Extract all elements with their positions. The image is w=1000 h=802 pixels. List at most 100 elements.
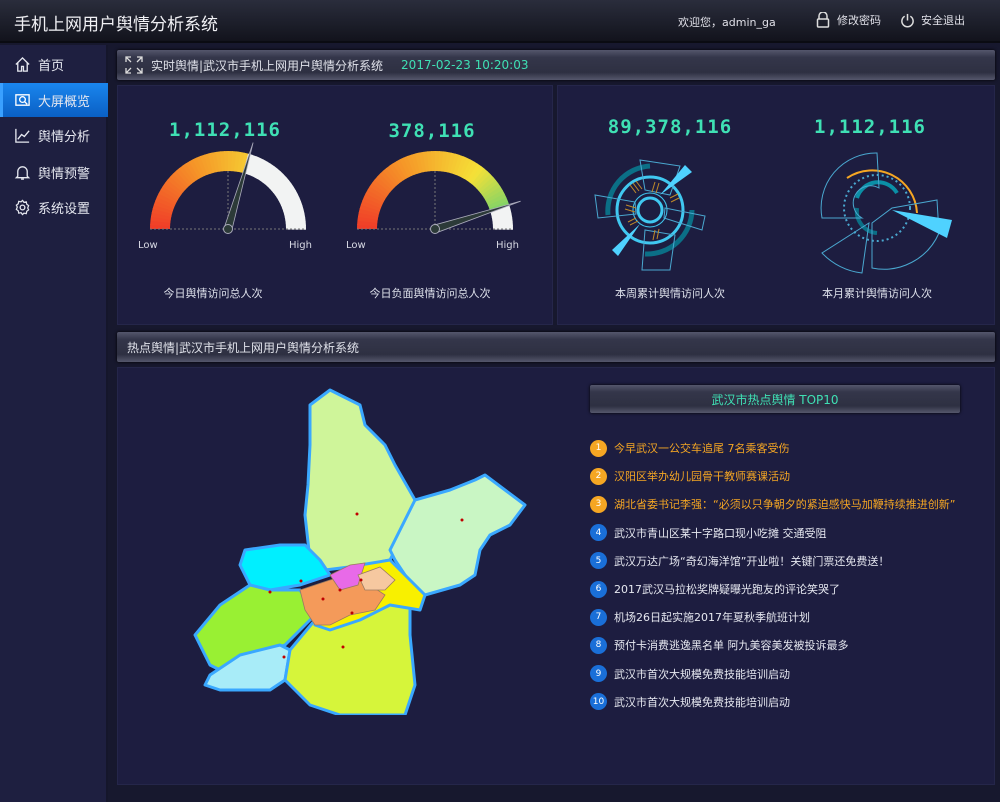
gauge-arc-segment [410,153,421,174]
gauge-arc-segment [357,212,379,220]
gauge-arc-segment [155,196,176,209]
news-item[interactable]: 8 预付卡消费逃逸黑名单 阿九美容美发被投诉最多 [590,635,849,655]
gauge-arc-segment [414,152,424,173]
gauge-arc-segment [485,190,505,204]
radial-panel [557,85,995,325]
radial-caption: 本月累计舆情访问人次 [822,287,932,300]
gauge-arc-segment [167,176,186,193]
gauge-arc-segment [441,151,448,172]
gauge-high-label: High [496,240,519,251]
gauge-arc-segment [240,152,249,174]
news-item[interactable]: 4 武汉市青山区某十字路口现小吃摊 交通受阻 [590,523,827,543]
news-item[interactable]: 6 2017武汉马拉松奖牌疑曝光跑友的评论笑哭了 [590,579,840,599]
screen-icon [15,93,30,106]
gauge-arc-segment [469,165,485,185]
gauge-arc-segment [438,151,444,172]
sidebar-item-settings[interactable]: 系统设置 [0,190,108,224]
gauge-arc-segment [192,157,205,178]
hotspot-title: 热点舆情|武汉市手机上网用户舆情分析系统 [127,340,360,355]
gauge-arc-segment [452,154,464,176]
news-title: 武汉万达广场“奇幻海洋馆”开业啦！关键门票还免费送！ [614,554,890,568]
sidebar-item-label: 系统设置 [38,201,91,217]
gauge-arc-segment [150,212,172,220]
news-title: 汉阳区举办幼儿园骨干教师赛课活动 [614,470,790,484]
gauge-arc-segment [491,208,512,218]
gauge-arc-segment [407,154,418,175]
change-password-button[interactable]: 修改密码 [816,12,881,28]
sidebar-item-home[interactable]: 首页 [0,47,108,81]
gauge-arc-segment [150,220,171,226]
gauge-arc-segment [461,159,475,180]
gauge-arc-segment [490,204,511,215]
news-item[interactable]: 2 汉阳区举办幼儿园骨干教师赛课活动 [590,466,790,486]
gauge-today-total [150,142,306,234]
news-title: 机场26日起实施2017年夏秋季航班计划 [614,611,810,625]
gauge-arc-segment [276,186,296,201]
news-item[interactable]: 3 湖北省委书记李强：“必须以只争朝夕的紧迫感快马加鞭持续推进创新” [590,494,955,514]
gauge-arc-segment [231,151,237,172]
gauge-arc-segment [264,168,281,187]
gauge-arc-segment [279,193,300,206]
realtime-section-header: 实时舆情|武汉市手机上网用户舆情分析系统 2017-02-23 10:20:03 [117,50,995,80]
gauge-arc-segment [153,200,175,212]
gauge-arc-segment [455,156,468,177]
sidebar-item-overview[interactable]: 大屏概览 [0,83,108,117]
news-item[interactable]: 7 机场26日起实施2017年夏秋季航班计划 [590,607,810,627]
sidebar-item-label: 舆情分析 [38,129,91,145]
gauge-arc-segment [189,159,203,179]
gauge-needle-hub [430,224,440,234]
gauge-arc-segment [492,220,513,227]
gauge-arc-segment [211,151,220,173]
gauge-arc-segment [164,179,184,195]
sidebar-item-label: 舆情预警 [38,166,91,182]
logout-button[interactable]: 安全退出 [900,12,965,28]
gauge-panel [117,85,553,325]
gauge-arc-segment [379,170,397,188]
gauge-arc-segment [245,154,257,176]
gauge-arc-segment [152,204,174,214]
gauge-caption: 今日舆情访问总人次 [163,287,263,300]
gauge-arc-segment [359,204,381,214]
gauge-arc-segment [269,173,287,191]
news-title: 武汉市青山区某十字路口现小吃摊 交通受阻 [614,526,827,540]
gauge-arc-segment [471,168,488,187]
gauge-arc-segment [374,176,393,193]
gauge-arc-segment [418,151,427,173]
gauge-arc-segment [367,185,387,200]
sidebar-item-analysis[interactable]: 舆情分析 [0,118,108,152]
gauge-value: 378,116 [388,120,476,142]
gauge-arc-segment [284,212,306,221]
news-title: 2017武汉马拉松奖牌疑曝光跑友的评论笑哭了 [614,583,840,596]
radial-value: 89,378,116 [607,116,733,138]
gauge-arc-segment [178,165,195,184]
fullscreen-icon[interactable] [125,56,143,74]
gauge-arc-segment [182,163,197,183]
gauge-arc-segment [371,179,391,195]
gauge-arc-segment [385,165,402,184]
gauge-arc-segment [172,170,190,188]
news-item[interactable]: 10 武汉市首次大规模免费技能培训启动 [590,692,790,712]
gauge-low-label: Low [346,240,366,251]
gauge-arc-segment [447,152,456,174]
news-item[interactable]: 1 今早武汉一公交车追尾 7名乘客受伤 [590,438,790,458]
gauge-arc-segment [278,190,298,204]
gauge-arc-segment [223,151,229,172]
news-item[interactable]: 5 武汉万达广场“奇幻海洋馆”开业啦！关键门票还免费送！ [590,551,889,571]
gear-icon [15,198,30,216]
gauge-arc-segment [158,189,179,203]
gauge-arc-segment [377,173,395,191]
sidebar: 首页 大屏概览 舆情分析 舆情预警 系统设置 [0,45,108,802]
gauge-low-label: Low [138,240,158,251]
wuhan-district-map[interactable] [190,385,540,715]
sidebar-item-alert[interactable]: 舆情预警 [0,155,108,189]
gauge-arc-segment [358,208,380,217]
sidebar-item-label: 首页 [38,58,65,74]
gauge-arc-segment [162,182,182,198]
gauge-arc-segment [382,167,399,186]
hotspot-section-header: 热点舆情|武汉市手机上网用户舆情分析系统 [117,332,995,362]
app-title: 手机上网用户舆情分析系统 [14,15,218,35]
gauge-arc-segment [480,179,499,196]
news-item[interactable]: 9 武汉市首次大规模免费技能培训启动 [590,664,790,684]
gauge-arc-segment [478,176,497,193]
gauge-arc-segment [481,183,501,198]
